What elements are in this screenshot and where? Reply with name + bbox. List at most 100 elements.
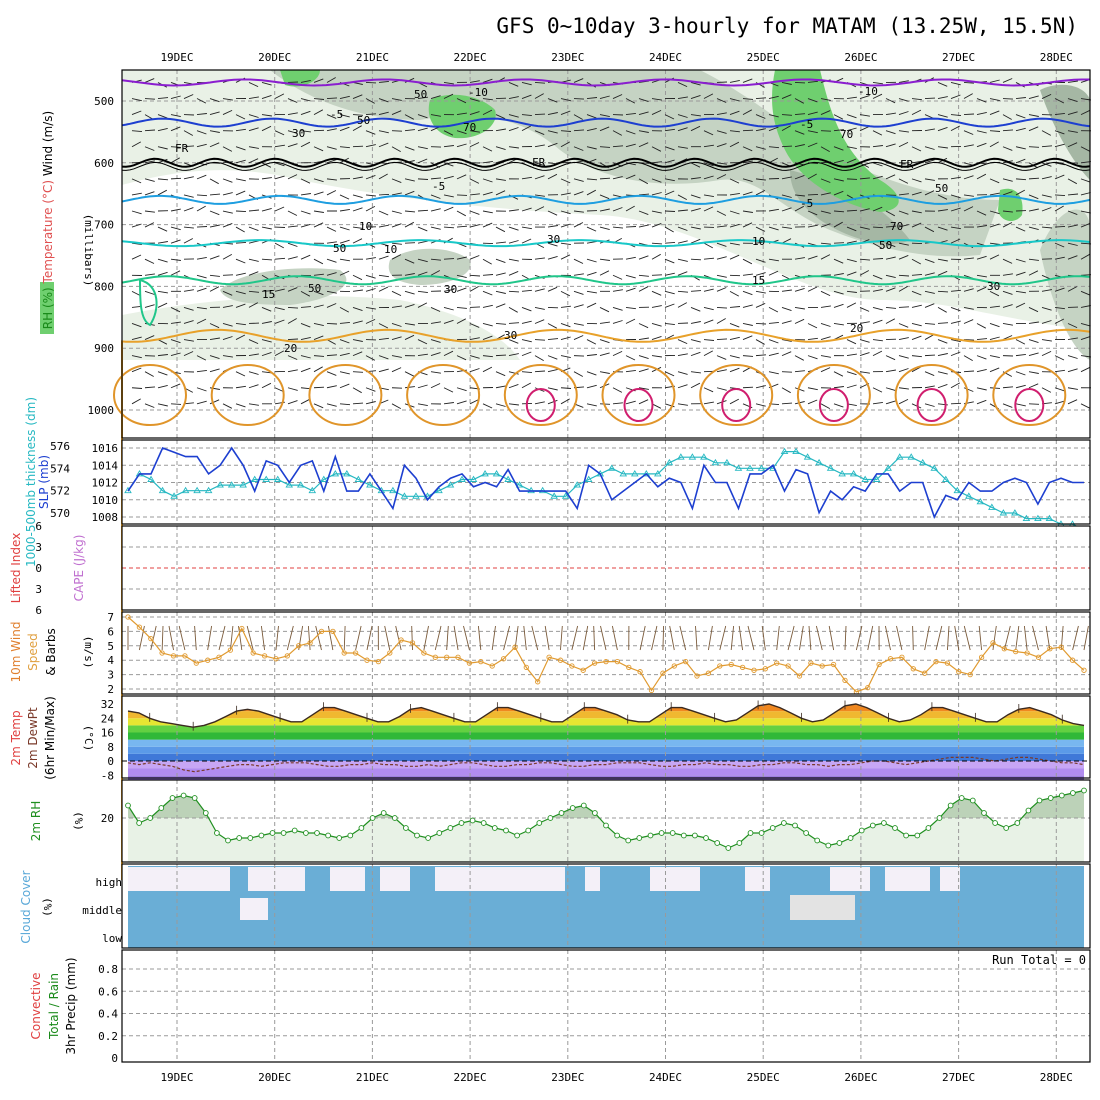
wind-barb <box>300 398 311 405</box>
wind-barb <box>547 142 558 148</box>
wind-barb <box>729 141 740 148</box>
wind-barb <box>1015 226 1026 232</box>
wind-speed-point <box>489 663 495 669</box>
rh-contour-label: 50 <box>333 242 346 255</box>
slp-tick-label: 1012 <box>92 477 119 490</box>
wind-barb <box>443 175 454 180</box>
wind-barb <box>326 371 337 376</box>
wind-barb <box>274 319 285 324</box>
wind-barb <box>300 254 311 260</box>
wind-barb <box>729 130 740 133</box>
thickness-point <box>884 464 892 471</box>
wind-barb <box>716 387 727 391</box>
wind-barb <box>482 210 493 214</box>
wind-barb <box>872 306 883 311</box>
wind-barb <box>235 403 246 408</box>
top-date-label: 21DEC <box>356 51 389 64</box>
wind-barb <box>989 110 1000 116</box>
wind-barb-10m <box>503 625 511 651</box>
wind-barb <box>950 351 961 357</box>
rh-contour-label: 70 <box>890 220 903 233</box>
wind-barb <box>508 114 519 118</box>
wind-barb <box>924 323 936 325</box>
temperature-band <box>128 739 1084 747</box>
wind-barb <box>352 194 363 199</box>
wind-tick-label: 5 <box>107 640 114 653</box>
wind-barb <box>573 114 583 120</box>
wind-barb <box>807 210 818 216</box>
wind-barb <box>898 193 909 196</box>
wind-barb <box>1041 320 1052 324</box>
wind-speed-point <box>546 654 552 660</box>
pressure-tick-label: 600 <box>94 157 114 170</box>
temperature-band <box>128 746 1084 754</box>
wind-barb-10m <box>446 625 449 651</box>
rh2m-point <box>447 825 454 831</box>
wind-barb <box>326 190 337 196</box>
panel-y-label: 3hr Precip (mm) <box>64 957 78 1054</box>
wind-barb <box>378 255 389 260</box>
wind-barb <box>560 98 571 102</box>
wind-barb <box>742 98 754 100</box>
wind-barb <box>209 178 219 185</box>
wind-barb <box>872 145 883 148</box>
wind-barb <box>560 305 571 308</box>
wind-barb <box>1041 162 1052 167</box>
wind-barb <box>833 178 844 182</box>
wind-barb <box>573 273 584 276</box>
wind-barb <box>443 162 454 167</box>
wind-barb <box>326 403 337 407</box>
wind-barb <box>950 125 961 132</box>
wind-barb-10m <box>799 625 804 651</box>
wind-barb <box>170 307 181 313</box>
wind-speed-point <box>762 666 768 672</box>
wind-barb <box>976 274 987 278</box>
wind-barb <box>729 290 740 297</box>
wind-barb <box>664 226 674 233</box>
y-label-part: Cloud Cover <box>19 870 33 943</box>
wind-barb <box>547 173 558 180</box>
wind-speed-point <box>660 670 666 676</box>
wind-barb <box>1080 109 1091 116</box>
rh2m-point <box>436 830 443 836</box>
wind-barb <box>1002 323 1013 326</box>
wind-barb <box>1015 189 1026 196</box>
wind-barb <box>872 350 883 357</box>
wind-barb <box>1041 226 1053 229</box>
wind-barb <box>937 383 948 389</box>
wind-barb <box>326 146 337 150</box>
wind-barb <box>794 130 805 135</box>
top-date-label: 25DEC <box>747 51 780 64</box>
wind-barb <box>1067 387 1078 390</box>
wind-barb <box>183 207 194 212</box>
thickness-point <box>400 492 409 499</box>
wind-barb <box>742 355 754 357</box>
rh2m-point <box>892 825 898 831</box>
wind-barb <box>638 368 649 373</box>
wind-barb <box>755 226 766 232</box>
wind-barb-10m <box>611 625 618 651</box>
wind-barb <box>1054 287 1065 292</box>
wind-barb-10m <box>463 625 470 651</box>
cloud-middle-clear <box>790 895 855 920</box>
temperature-band <box>128 753 1084 761</box>
wind-barb <box>1028 339 1039 344</box>
wind-barb <box>989 323 1000 328</box>
wind-barb <box>677 271 688 276</box>
wind-barb <box>131 254 142 260</box>
wind-barb <box>144 403 155 408</box>
wind-barb <box>378 224 389 228</box>
wind-barb <box>261 258 273 261</box>
rh2m-point <box>825 842 832 849</box>
wind-barb <box>430 352 441 357</box>
wind-barb <box>326 303 337 308</box>
thickness-point <box>780 447 789 455</box>
wind-barb <box>1054 194 1066 197</box>
cloud-level-label: high <box>96 876 123 889</box>
wind-barb <box>209 274 220 277</box>
wind-barb <box>482 290 493 296</box>
wind-barb <box>872 319 883 324</box>
wind-barb <box>222 192 233 196</box>
wind-barb <box>456 112 467 116</box>
